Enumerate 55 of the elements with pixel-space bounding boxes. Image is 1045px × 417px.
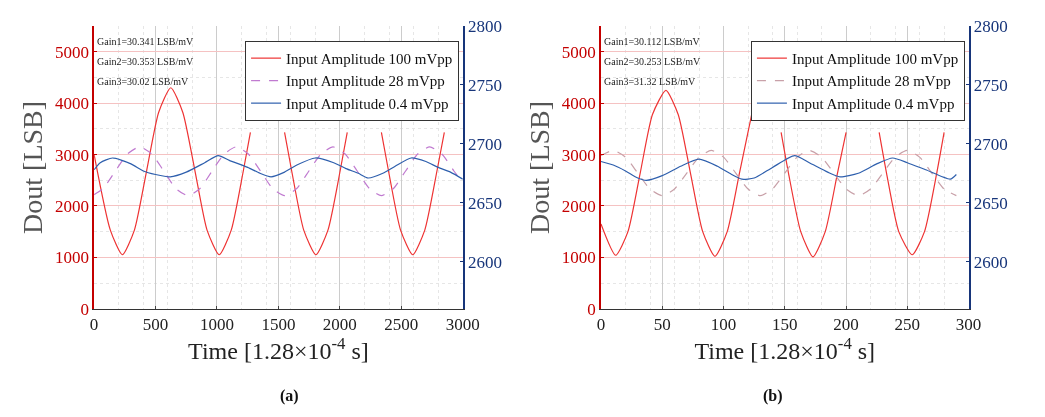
y-tick-label: 4000 [561, 94, 596, 114]
legend-label: Input Amplitude 100 mVpp [791, 50, 959, 67]
text: (b) [763, 387, 783, 405]
y-tick-label: 0 [587, 299, 596, 319]
annotation: Gain3=31.32 LSB/mV [604, 76, 696, 87]
line-series [600, 155, 957, 181]
y2-tick-label: 2650 [973, 193, 1008, 213]
y2-tick-label: 2700 [467, 134, 502, 154]
y2-tick-label: 2800 [467, 17, 502, 37]
y-axis-title: Dout [LSB] [17, 100, 49, 234]
x-tick-label: 2500 [384, 315, 419, 335]
annotation: Gain1=30.112 LSB/mV [604, 36, 701, 47]
legend-label: Input Amplitude 28 mVpp [286, 73, 445, 90]
y2-tick-label: 2800 [973, 17, 1008, 37]
y2-tick-label: 2600 [973, 252, 1008, 272]
x-tick-label: 500 [142, 315, 169, 335]
x-tick-label: 2000 [322, 315, 357, 335]
x-axis-title: Time [1.28×10$^{-4}$ s] [188, 334, 369, 365]
x-tick-label: 3000 [445, 315, 480, 335]
y-tick-label: 3000 [561, 145, 596, 165]
legend-label: Input Amplitude 100 mVpp [286, 50, 453, 67]
x-tick-label: 100 [710, 315, 737, 335]
y-tick-label: 2000 [54, 196, 89, 216]
x-tick-label: 1500 [261, 315, 296, 335]
annotation: Gain2=30.253 LSB/mV [604, 56, 701, 67]
legend-label: Input Amplitude 0.4 mVpp [791, 95, 955, 112]
legend-label: Input Amplitude 28 mVpp [791, 73, 951, 90]
x-tick-label: 200 [833, 315, 859, 335]
y-tick-label: 4000 [54, 94, 89, 114]
annotation: Gain2=30.353 LSB/mV [97, 56, 194, 67]
annotation: Gain3=30.02 LSB/mV [97, 76, 189, 87]
text: (a) [280, 387, 299, 405]
y-tick-label: 1000 [561, 248, 596, 268]
y-tick-label: 0 [80, 299, 89, 319]
x-tick-label: 250 [894, 315, 921, 335]
y-tick-label: 5000 [54, 42, 89, 62]
y2-tick-label: 2700 [973, 134, 1008, 154]
y-axis-title: Dout [LSB] [524, 100, 556, 234]
annotation: Gain1=30.341 LSB/mV [97, 36, 194, 47]
x-tick-label: 300 [955, 315, 982, 335]
line-series [600, 149, 957, 197]
x-axis-title: Time [1.28×10$^{-4}$ s] [694, 334, 876, 365]
x-tick-label: 150 [772, 315, 798, 335]
y2-tick-label: 2750 [467, 75, 502, 95]
y2-tick-label: 2600 [467, 252, 502, 272]
y-tick-label: 2000 [561, 196, 596, 216]
y-tick-label: 1000 [54, 248, 89, 268]
y-tick-label: 3000 [54, 145, 89, 165]
x-tick-label: 1000 [199, 315, 234, 335]
x-tick-label: 50 [653, 315, 671, 335]
y2-tick-label: 2750 [973, 75, 1008, 95]
y2-tick-label: 2650 [467, 193, 502, 213]
line-series [94, 155, 463, 180]
y-tick-label: 5000 [561, 42, 596, 62]
legend-label: Input Amplitude 0.4 mVpp [286, 95, 449, 112]
